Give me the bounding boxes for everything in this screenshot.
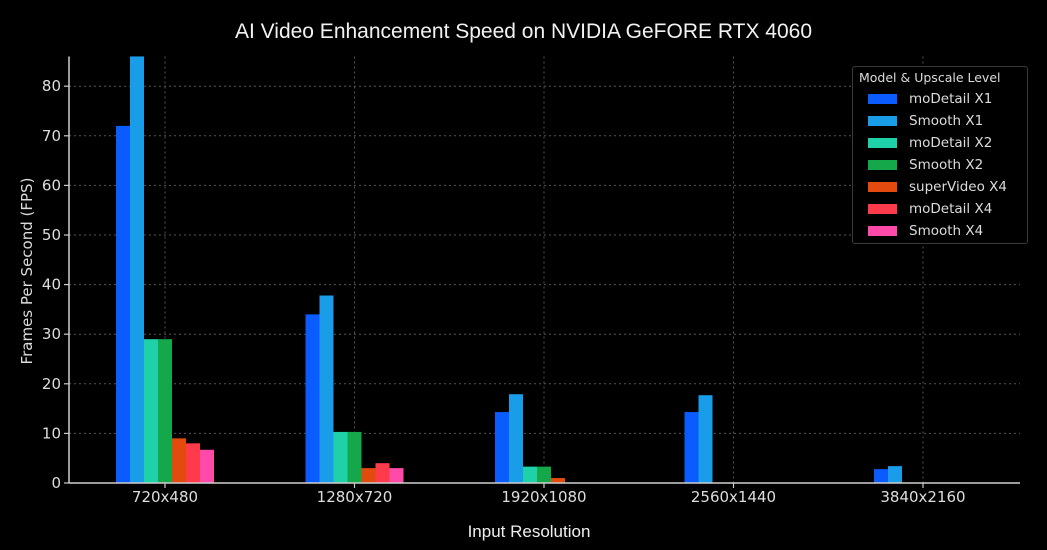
bar-series: [116, 56, 902, 483]
legend-swatch: [868, 204, 897, 214]
bar: [172, 438, 186, 483]
legend-swatch: [868, 160, 897, 170]
legend-label: Smooth X2: [909, 157, 984, 173]
bar: [319, 295, 334, 483]
x-tick-label: 720x480: [132, 488, 198, 506]
x-tick-label: 2560x1440: [691, 488, 776, 506]
bar: [523, 466, 537, 483]
legend-label: superVideo X4: [909, 179, 1007, 195]
x-tick-label: 1280x720: [317, 488, 393, 506]
bar: [130, 56, 144, 483]
legend-item: Smooth X4: [859, 220, 1027, 242]
legend-swatch: [868, 94, 897, 104]
legend-item: Smooth X1: [859, 110, 1027, 132]
y-tick-label: 70: [42, 127, 61, 145]
bar: [158, 339, 172, 483]
legend-title: Model & Upscale Level: [859, 70, 1001, 85]
x-tick-label: 1920x1080: [501, 488, 586, 506]
legend-swatch: [868, 226, 897, 236]
bar: [495, 412, 509, 483]
y-tick-label: 50: [42, 226, 61, 244]
x-tick-label: 3840x2160: [880, 488, 965, 506]
bar: [698, 395, 713, 483]
legend-label: moDetail X1: [909, 91, 993, 107]
bar: [305, 314, 320, 483]
bar: [186, 443, 200, 483]
legend-label: Smooth X4: [909, 223, 984, 239]
bar: [361, 468, 376, 483]
legend-label: moDetail X2: [909, 135, 993, 151]
bar: [509, 394, 523, 483]
y-tick-label: 30: [42, 325, 61, 343]
legend-item: Smooth X2: [859, 154, 1027, 176]
x-axis-label: Input Resolution: [467, 522, 591, 541]
legend-swatch: [868, 182, 897, 192]
legend-items: moDetail X1 Smooth X1 moDetail X2 Smooth X2…: [859, 88, 1027, 242]
bar: [888, 466, 902, 483]
bar: [116, 125, 130, 483]
y-tick-label: 0: [51, 474, 61, 492]
legend-label: moDetail X4: [909, 201, 993, 217]
bar: [684, 412, 699, 483]
bar: [333, 431, 348, 483]
y-tick-label: 10: [42, 424, 61, 442]
y-tick-label: 80: [42, 77, 61, 95]
legend-item: superVideo X4: [859, 176, 1027, 198]
bar: [200, 449, 214, 483]
bar: [375, 463, 390, 483]
bar: [347, 431, 362, 483]
axes: 0 10 20 30 40 50 60 70 80 720x480 1280x720 1920x108…: [42, 56, 1020, 506]
legend-label: Smooth X1: [909, 113, 984, 129]
bar: [551, 478, 565, 483]
gridlines: [69, 56, 1020, 483]
legend-item: moDetail X2: [859, 132, 1027, 154]
bar: [874, 469, 888, 483]
bar: [144, 339, 158, 483]
y-tick-label: 20: [42, 375, 61, 393]
y-tick-label: 40: [42, 276, 61, 294]
legend-swatch: [868, 116, 897, 126]
legend-item: moDetail X1: [859, 88, 1027, 110]
legend-swatch: [868, 138, 897, 148]
bar: [389, 468, 404, 483]
y-tick-label: 60: [42, 176, 61, 194]
bar: [537, 466, 551, 483]
legend: Model & Upscale Level moDetail X1 Smooth …: [852, 66, 1028, 244]
chart-title: AI Video Enhancement Speed on NVIDIA GeF…: [234, 20, 813, 43]
legend-item: moDetail X4: [859, 198, 1027, 220]
